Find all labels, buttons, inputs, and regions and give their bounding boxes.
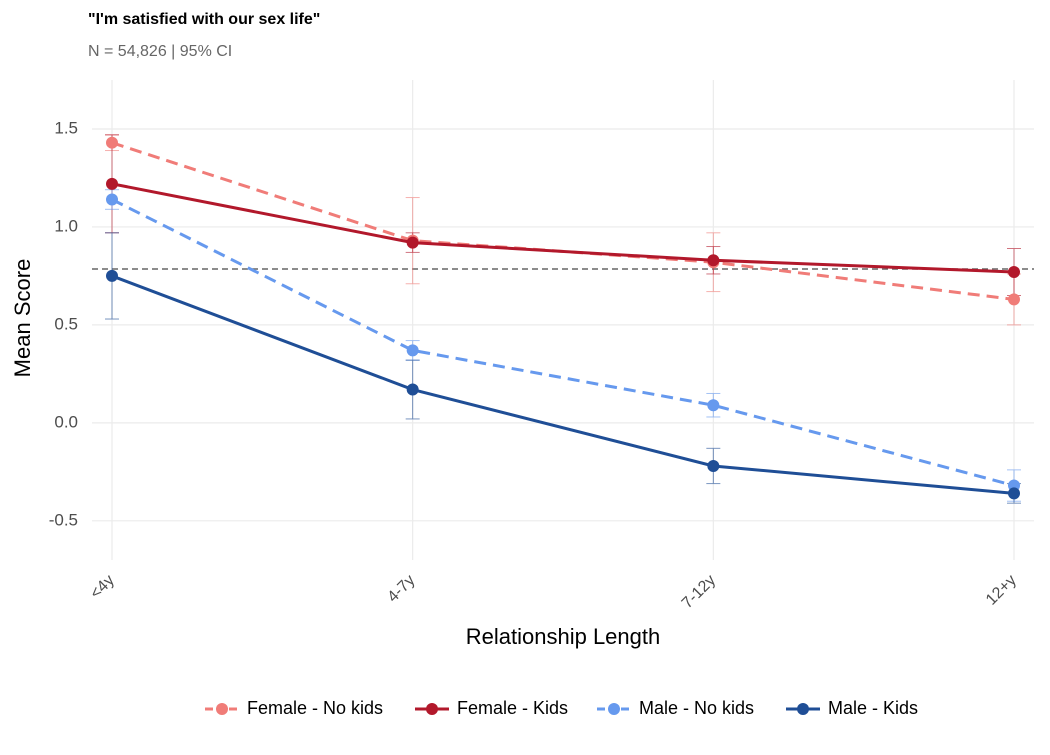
data-point — [707, 399, 720, 412]
legend-swatch-dot — [216, 703, 228, 715]
data-point — [106, 193, 118, 206]
legend-swatch-dot — [426, 703, 438, 715]
data-point — [1008, 293, 1020, 306]
data-point — [106, 269, 118, 282]
legend-swatch-dot — [608, 703, 620, 715]
series-line — [111, 274, 1015, 495]
y-tick-label: 1.0 — [54, 216, 78, 235]
legend-swatch-dot — [797, 703, 809, 715]
chart-title: "I'm satisfied with our sex life" — [88, 11, 320, 28]
series-line — [111, 141, 1015, 301]
y-axis-title: Mean Score — [10, 259, 35, 378]
x-tick-label: <4y — [87, 572, 118, 603]
series-line — [111, 198, 1015, 488]
x-axis-title: Relationship Length — [466, 624, 660, 649]
data-point — [1008, 266, 1020, 278]
data-point — [106, 177, 118, 190]
data-point — [406, 383, 419, 396]
data-point — [1008, 487, 1020, 500]
legend-label: Male - Kids — [828, 698, 918, 718]
data-point — [707, 459, 720, 472]
data-point — [406, 236, 419, 249]
x-tick-label: 4-7y — [384, 572, 418, 606]
series-line — [111, 182, 1015, 274]
legend-label: Female - Kids — [457, 698, 568, 718]
y-tick-label: 0.5 — [54, 314, 78, 333]
y-tick-label: 1.5 — [54, 118, 78, 137]
data-point — [406, 344, 419, 357]
legend-label: Female - No kids — [247, 698, 383, 718]
x-tick-label: 12+y — [983, 572, 1020, 609]
chart-subtitle: N = 54,826 | 95% CI — [88, 43, 232, 60]
data-point — [106, 136, 118, 149]
y-tick-label: -0.5 — [49, 510, 78, 529]
y-tick-label: 0.0 — [54, 412, 78, 431]
x-tick-label: 7-12y — [679, 572, 719, 612]
data-point — [707, 254, 720, 267]
legend-label: Male - No kids — [639, 698, 754, 718]
